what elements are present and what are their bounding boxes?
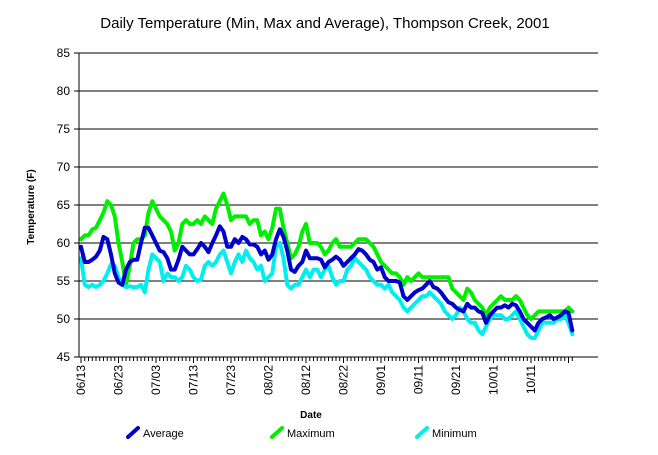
x-tick-label: 10/01 — [487, 365, 501, 395]
y-tick-labels: 45 50 55 60 65 70 75 80 85 — [57, 46, 71, 364]
y-tick-label: 55 — [57, 274, 71, 288]
grid — [79, 52, 598, 320]
legend-label-minimum: Minimum — [432, 428, 477, 440]
x-tick-label: 06/13 — [74, 365, 88, 395]
x-tick-label: 10/11 — [524, 365, 538, 394]
legend-label-maximum: Maximum — [287, 428, 335, 440]
x-tick-label: 09/21 — [449, 365, 463, 395]
series-line-minimum — [79, 241, 575, 340]
x-tick-label: 08/22 — [337, 365, 351, 395]
y-tick-label: 80 — [57, 84, 71, 98]
chart-title: Daily Temperature (Min, Max and Average)… — [100, 15, 549, 32]
y-tick-label: 65 — [57, 198, 71, 212]
y-tick-label: 85 — [57, 46, 71, 60]
legend-label-average: Average — [143, 428, 184, 440]
y-tick-label: 60 — [57, 236, 71, 250]
x-tick-labels: 06/13 06/23 07/03 07/13 07/23 08/02 08/12 08/22… — [74, 365, 538, 395]
series-lines — [79, 191, 575, 340]
legend-swatch-average — [126, 426, 140, 439]
series-line-average — [79, 224, 575, 333]
y-tick-label: 70 — [57, 160, 71, 174]
x-tick-label: 08/12 — [299, 365, 313, 395]
x-tick-label: 09/01 — [374, 365, 388, 395]
y-tick-label: 50 — [57, 312, 71, 326]
y-tick-label: 45 — [57, 350, 71, 364]
x-tick-label: 08/02 — [262, 365, 276, 395]
legend-swatch-maximum — [270, 426, 284, 439]
legend-swatch-minimum — [415, 426, 429, 439]
series-line-maximum — [79, 191, 575, 321]
y-axis-title: Temperature (F) — [26, 169, 37, 244]
x-tick-label: 09/11 — [412, 365, 426, 394]
x-tick-label: 07/23 — [224, 365, 238, 395]
y-tick-label: 75 — [57, 122, 71, 136]
x-axis-title: Date — [300, 410, 322, 421]
x-tick-label: 07/03 — [149, 365, 163, 395]
axes — [74, 52, 598, 363]
legend: Average Maximum Minimum — [126, 426, 477, 440]
x-tick-label: 07/13 — [187, 365, 201, 395]
x-tick-label: 06/23 — [112, 365, 126, 395]
